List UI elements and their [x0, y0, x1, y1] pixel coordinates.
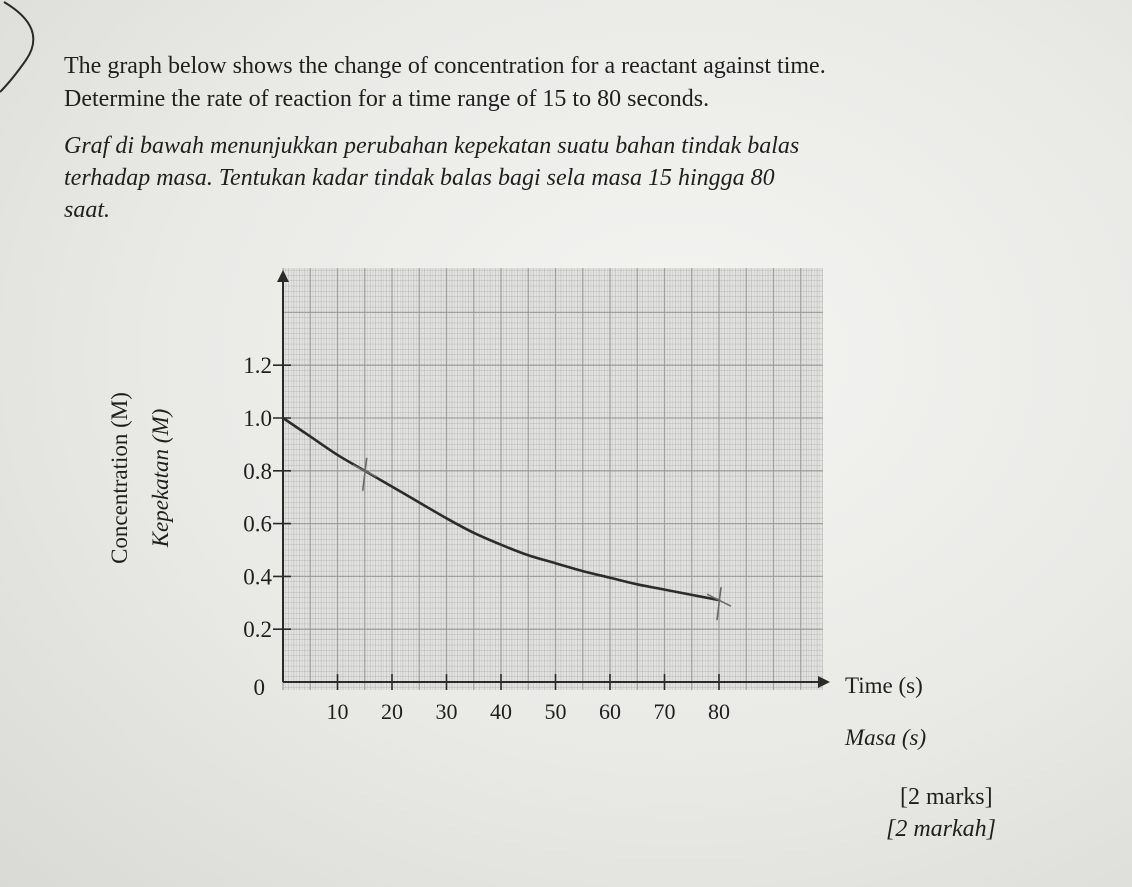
y-tick-label: 0: [254, 675, 266, 700]
x-axis-arrow: [818, 676, 830, 688]
x-tick-label: 40: [490, 699, 512, 724]
question-malay-line2: terhadap masa. Tentukan kadar tindak bal…: [64, 165, 775, 191]
question-english-line2: Determine the rate of reaction for a tim…: [64, 86, 710, 112]
y-axis-title-malay: Kepekatan (M): [148, 409, 173, 549]
x-tick-label: 80: [708, 699, 730, 724]
x-tick-label: 70: [654, 699, 676, 724]
y-tick-label: 0.6: [243, 512, 272, 537]
marks-english: [2 marks]: [900, 784, 993, 810]
x-tick-label: 10: [327, 699, 349, 724]
x-tick-label: 60: [599, 699, 621, 724]
page-edge-arc: [0, 1, 35, 93]
question-malay-line3: saat.: [64, 197, 111, 223]
grid-paper: [282, 268, 823, 690]
question-malay: Graf di bawah menunjukkan perubahan kepe…: [64, 130, 994, 226]
pencil-mark: [716, 587, 722, 621]
question-english-line1: The graph below shows the change of conc…: [64, 53, 826, 79]
y-axis-arrow: [277, 270, 289, 282]
y-tick-label: 0.4: [243, 564, 272, 589]
y-tick-label: 0.2: [243, 617, 272, 642]
question-english: The graph below shows the change of conc…: [64, 50, 1084, 116]
x-tick-label: 20: [381, 699, 403, 724]
marks-malay: [2 markah]: [886, 816, 997, 842]
x-tick-label: 50: [545, 699, 567, 724]
pencil-mark: [361, 457, 368, 491]
y-axis-title: Concentration (M): [107, 392, 132, 564]
x-tick-label: 30: [436, 699, 458, 724]
y-tick-label: 1.0: [243, 406, 272, 431]
x-axis-title-malay: Masa (s): [844, 725, 926, 750]
y-tick-label: 1.2: [243, 353, 272, 378]
y-tick-label: 0.8: [243, 459, 272, 484]
question-malay-line1: Graf di bawah menunjukkan perubahan kepe…: [64, 133, 800, 159]
x-axis-title: Time (s): [845, 673, 923, 698]
